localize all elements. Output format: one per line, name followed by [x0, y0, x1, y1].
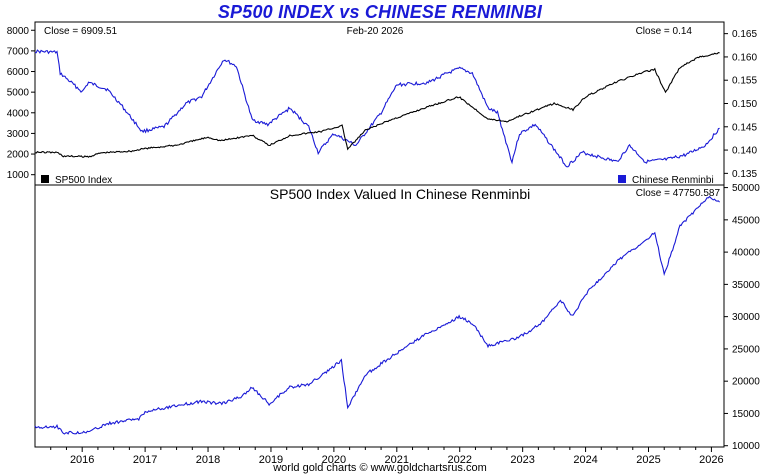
right-axis-tick-label: 0.165 [732, 29, 757, 40]
ratio-axis-tick-label: 50000 [732, 183, 760, 194]
ratio-axis-tick-label: 10000 [732, 441, 760, 452]
ratio-axis-tick-label: 45000 [732, 215, 760, 226]
legend-swatch-sp500 [41, 175, 49, 183]
left-axis-tick-label: 7000 [7, 46, 30, 57]
ratio-axis-tick-label: 15000 [732, 409, 760, 420]
left-axis-tick-label: 1000 [7, 170, 30, 181]
ratio-axis-tick-label: 25000 [732, 344, 760, 355]
x-axis-tick-label: 2021 [385, 454, 409, 466]
bottom-close-right: Close = 47750.587 [636, 188, 721, 199]
x-axis-tick-label: 2020 [322, 454, 346, 466]
left-axis-tick-label: 3000 [7, 129, 30, 140]
right-axis-tick-label: 0.155 [732, 76, 757, 87]
ratio-axis-tick-label: 30000 [732, 312, 760, 323]
left-axis-tick-label: 5000 [7, 88, 30, 99]
legend-swatch-cny [618, 175, 626, 183]
top-close-right: Close = 0.14 [636, 26, 693, 37]
left-axis-tick-label: 8000 [7, 26, 30, 37]
legend-label-sp500: SP500 Index [55, 175, 112, 186]
x-axis-tick-label: 2022 [447, 454, 471, 466]
ratio-series-line [34, 195, 720, 435]
x-axis-tick-label: 2024 [573, 454, 597, 466]
right-axis-tick-label: 0.160 [732, 52, 757, 63]
chart-title: SP500 INDEX vs CHINESE RENMINBI [217, 2, 543, 22]
x-axis-tick-label: 2025 [636, 454, 660, 466]
top-date-label: Feb-20 2026 [347, 26, 404, 37]
x-axis-tick-label: 2016 [70, 454, 94, 466]
plot-frame [34, 21, 725, 448]
sp500-series-line [34, 52, 720, 158]
x-axis-tick-label: 2026 [699, 454, 723, 466]
footer-credit: world gold charts © www.goldchartsrus.co… [273, 462, 487, 474]
ratio-axis-tick-label: 40000 [732, 248, 760, 259]
x-axis-tick-label: 2019 [259, 454, 283, 466]
ratio-axis-tick-label: 20000 [732, 377, 760, 388]
x-axis-tick-label: 2017 [133, 454, 157, 466]
right-axis-tick-label: 0.145 [732, 122, 757, 133]
x-axis-tick-label: 2023 [510, 454, 534, 466]
x-axis-tick-label: 2018 [196, 454, 220, 466]
right-axis-tick-label: 0.140 [732, 146, 757, 157]
legend-label-cny: Chinese Renminbi [632, 175, 714, 186]
bottom-chart-title: SP500 Index Valued In Chinese Renminbi [270, 186, 530, 202]
left-axis-tick-label: 2000 [7, 150, 30, 161]
right-axis-tick-label: 0.150 [732, 99, 757, 110]
ratio-axis-tick-label: 35000 [732, 280, 760, 291]
left-axis-tick-label: 6000 [7, 67, 30, 78]
top-close-left: Close = 6909.51 [44, 26, 118, 37]
right-axis-tick-label: 0.135 [732, 169, 757, 180]
left-axis-tick-label: 4000 [7, 108, 30, 119]
cny-series-line [34, 49, 720, 168]
